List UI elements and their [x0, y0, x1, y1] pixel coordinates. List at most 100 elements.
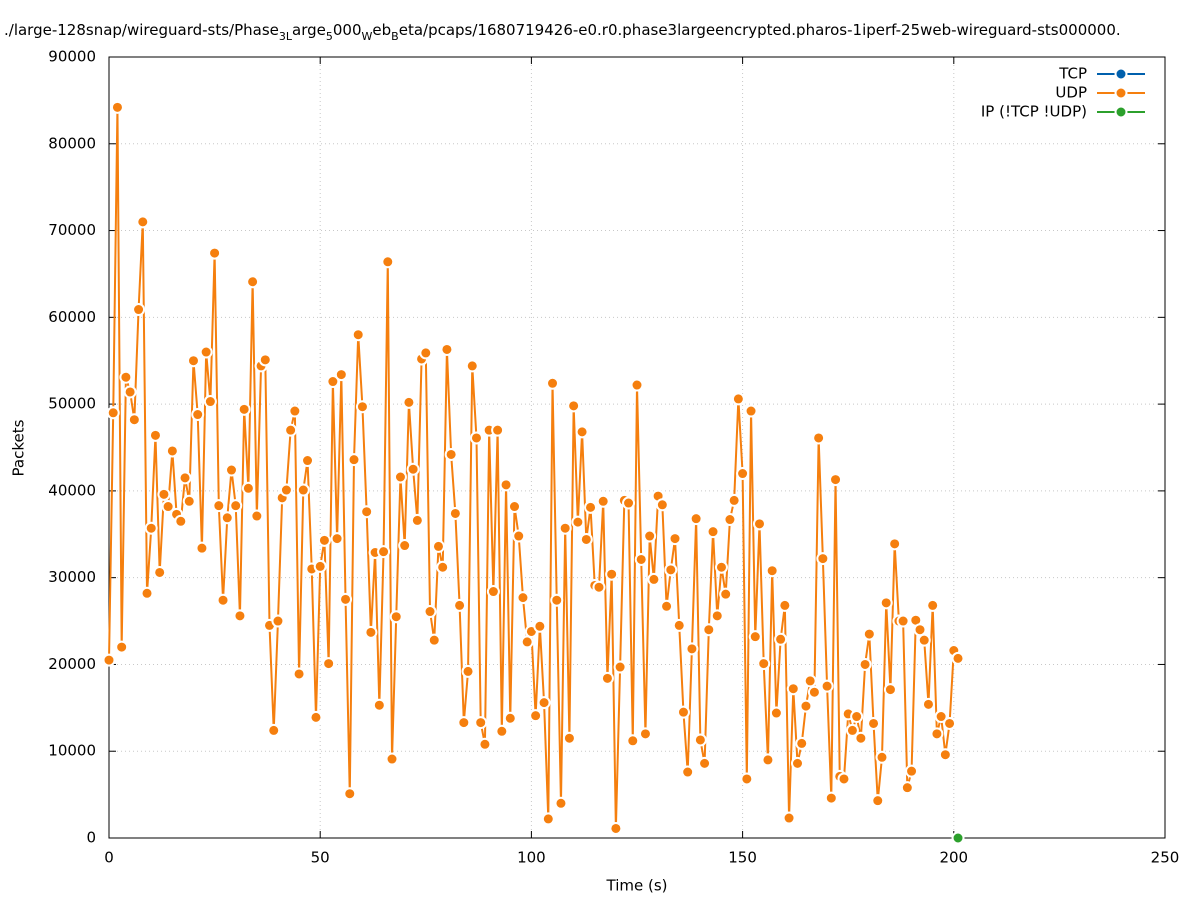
data-point [541, 812, 555, 826]
legend-label: TCP [1058, 65, 1087, 83]
data-point [448, 506, 462, 520]
x-tick-label: 250 [1151, 849, 1180, 867]
data-point [871, 794, 885, 808]
data-point [693, 733, 707, 747]
data-point [406, 462, 420, 476]
legend-label: IP (!TCP !UDP) [981, 103, 1087, 121]
data-point [562, 731, 576, 745]
title-subscript: B [391, 30, 399, 43]
y-tick-label: 70000 [48, 221, 96, 239]
data-point [782, 811, 796, 825]
data-point [317, 533, 331, 547]
data-point [444, 447, 458, 461]
y-tick-label: 30000 [48, 568, 96, 586]
data-point [237, 402, 251, 416]
data-point [419, 346, 433, 360]
data-point [241, 481, 255, 495]
data-point [474, 716, 488, 730]
data-point [951, 651, 965, 665]
legend-marker [1114, 67, 1128, 81]
title-subscript: 3L [279, 30, 293, 43]
data-point [410, 513, 424, 527]
data-point [723, 513, 737, 527]
data-point [191, 408, 205, 422]
data-point [622, 496, 636, 510]
data-point [879, 596, 893, 610]
data-point [271, 614, 285, 628]
data-point [533, 619, 547, 633]
data-point [951, 831, 965, 845]
data-point [638, 727, 652, 741]
data-point [398, 539, 412, 553]
data-point [165, 444, 179, 458]
legend-label: UDP [1055, 84, 1087, 102]
data-point [664, 563, 678, 577]
data-point [520, 635, 534, 649]
data-point [731, 392, 745, 406]
data-point [905, 764, 919, 778]
data-point [123, 385, 137, 399]
data-point [812, 431, 826, 445]
data-point [795, 736, 809, 750]
data-point [736, 467, 750, 481]
data-point [224, 463, 238, 477]
title-part: 000 [333, 21, 362, 39]
data-point [605, 567, 619, 581]
chart-title: ./large-128snap/wireguard-sts/Phase3Larg… [4, 21, 1121, 43]
data-point [917, 633, 931, 647]
data-point [351, 328, 365, 342]
data-point [148, 428, 162, 442]
data-point [791, 756, 805, 770]
data-point [761, 753, 775, 767]
data-point [584, 500, 598, 514]
data-point [503, 711, 517, 725]
data-point [854, 731, 868, 745]
data-point [360, 505, 374, 519]
data-point [926, 598, 940, 612]
y-axis-label: Packets [10, 419, 28, 476]
data-point [740, 772, 754, 786]
data-point [174, 514, 188, 528]
data-point [702, 623, 716, 637]
data-point [930, 727, 944, 741]
data-point [550, 593, 564, 607]
data-point [943, 716, 957, 730]
data-point [199, 345, 213, 359]
data-point [820, 679, 834, 693]
x-tick-label: 100 [517, 849, 546, 867]
data-point [102, 653, 116, 667]
data-point [558, 521, 572, 535]
data-point [216, 593, 230, 607]
data-point [284, 423, 298, 437]
data-point [355, 400, 369, 414]
data-point [609, 821, 623, 835]
data-point [478, 737, 492, 751]
data-point [672, 618, 686, 632]
data-point [182, 494, 196, 508]
data-point [660, 599, 674, 613]
legend-marker [1114, 86, 1128, 100]
data-point [343, 787, 357, 801]
data-point [115, 640, 129, 654]
data-point [364, 625, 378, 639]
title-part: ./large-128snap/wireguard-sts/Phase [4, 21, 279, 39]
data-point [157, 487, 171, 501]
data-point [778, 598, 792, 612]
data-point [685, 642, 699, 656]
data-point [575, 425, 589, 439]
plot-border [108, 56, 1166, 839]
data-point [626, 734, 640, 748]
x-tick-label: 200 [939, 849, 968, 867]
data-point [938, 748, 952, 762]
data-point [486, 585, 500, 599]
y-tick-label: 20000 [48, 655, 96, 673]
x-tick-label: 50 [311, 849, 330, 867]
y-tick-label: 40000 [48, 481, 96, 499]
data-point [322, 657, 336, 671]
data-point [706, 525, 720, 539]
data-point [393, 470, 407, 484]
data-point [668, 532, 682, 546]
data-point [436, 560, 450, 574]
title-part: arge [292, 21, 326, 39]
data-point [714, 560, 728, 574]
